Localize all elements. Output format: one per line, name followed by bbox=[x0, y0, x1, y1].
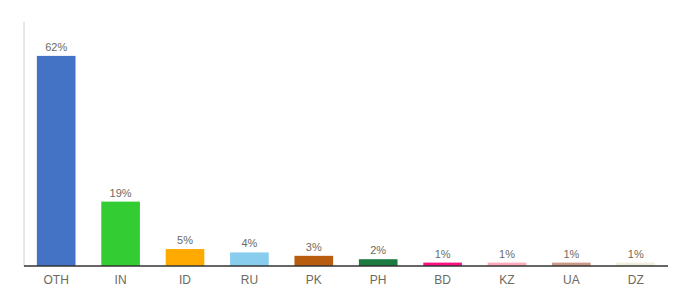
data-label: 1% bbox=[435, 248, 451, 260]
bar bbox=[359, 259, 398, 266]
x-tick-label: UA bbox=[563, 273, 580, 287]
bar bbox=[101, 202, 140, 266]
bar bbox=[230, 252, 269, 266]
data-label: 1% bbox=[563, 248, 579, 260]
x-tick-label: PH bbox=[370, 273, 387, 287]
x-axis-line bbox=[24, 265, 668, 267]
data-label: 2% bbox=[370, 244, 386, 256]
x-tick-label: KZ bbox=[499, 273, 514, 287]
x-tick-labels: OTH IN ID RU PK PH BD KZ UA DZ bbox=[44, 273, 644, 287]
data-label: 4% bbox=[241, 237, 257, 249]
x-tick-label: RU bbox=[241, 273, 258, 287]
x-tick-label: DZ bbox=[628, 273, 644, 287]
x-tick-label: BD bbox=[434, 273, 451, 287]
data-label: 3% bbox=[306, 241, 322, 253]
data-labels: 62% 19% 5% 4% 3% 2% 1% 1% 1% 1% bbox=[45, 41, 644, 260]
chart-container: OTH IN ID RU PK PH BD KZ UA DZ 62% 19% 5% 4% 3% 2% 1% 1% 1… bbox=[0, 0, 680, 300]
data-label: 19% bbox=[110, 187, 132, 199]
bar bbox=[166, 249, 205, 266]
bar bbox=[37, 56, 76, 266]
page-body: {"chart_data": {"type": "bar", "categori… bbox=[0, 0, 680, 300]
data-label: 1% bbox=[499, 248, 515, 260]
y-axis-line bbox=[24, 22, 25, 266]
data-label: 62% bbox=[45, 41, 67, 53]
x-tick-label: ID bbox=[179, 273, 191, 287]
x-tick-label: OTH bbox=[44, 273, 69, 287]
bar bbox=[294, 256, 333, 266]
chart-svg: OTH IN ID RU PK PH BD KZ UA DZ 62% 19% 5% 4% 3% 2% 1% 1% 1… bbox=[0, 0, 680, 300]
bars bbox=[37, 56, 655, 266]
x-tick-label: IN bbox=[115, 273, 127, 287]
data-label: 1% bbox=[628, 248, 644, 260]
page: Bar chart html, body { margin: 0; paddin… bbox=[0, 0, 680, 300]
x-tick-label: PK bbox=[306, 273, 322, 287]
data-label: 5% bbox=[177, 234, 193, 246]
